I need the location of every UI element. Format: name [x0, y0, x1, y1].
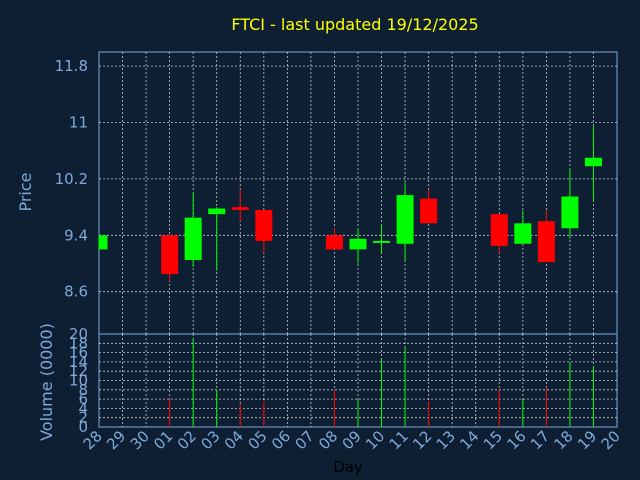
candle-body [231, 207, 249, 210]
candle-body [373, 240, 391, 243]
price-tick-label: 9.4 [64, 226, 88, 244]
price-panel: 8.6 9.4 10.2 11 11.8 [55, 51, 618, 335]
volume-tick-label: 16 [69, 344, 88, 362]
candle-body [584, 157, 602, 167]
volume-tick-label: 4 [78, 399, 88, 417]
chart-title: FTCI - last updated 19/12/2025 [231, 15, 478, 34]
volume-tick-label: 18 [69, 334, 88, 352]
volume-tick-label: 2 [78, 409, 88, 427]
price-axis-label: Price [16, 172, 35, 211]
volume-tick-label: 12 [69, 362, 88, 380]
candle-body [514, 223, 532, 244]
price-tick-label: 8.6 [64, 283, 88, 301]
price-tick-label: 11.8 [55, 57, 88, 75]
candle-body [349, 238, 367, 250]
candle-body [537, 221, 555, 263]
candle-body [184, 217, 202, 260]
candle-body [420, 198, 438, 224]
price-tick-label: 10.2 [55, 170, 88, 188]
x-axis-label: Day [333, 458, 363, 476]
volume-tick-label: 20 [69, 325, 88, 343]
candle-body [208, 208, 226, 215]
candle-body [325, 235, 343, 250]
volume-tick-label: 10 [69, 372, 88, 390]
candle-body [396, 195, 414, 244]
volume-tick-label: 6 [78, 390, 88, 408]
price-tick-label: 11 [69, 114, 88, 132]
candle-body [255, 209, 273, 241]
candle-body [561, 196, 579, 229]
candle-body [161, 235, 179, 275]
volume-tick-label: 0 [78, 418, 88, 436]
volume-axis-label: Volume (0000) [37, 323, 56, 441]
volume-tick-label: 8 [78, 381, 88, 399]
x-axis: 2829300102030405060708091011121314151617… [80, 427, 624, 453]
volume-tick-label: 14 [69, 353, 88, 371]
candle-body [490, 214, 508, 246]
candle-body [99, 235, 108, 250]
